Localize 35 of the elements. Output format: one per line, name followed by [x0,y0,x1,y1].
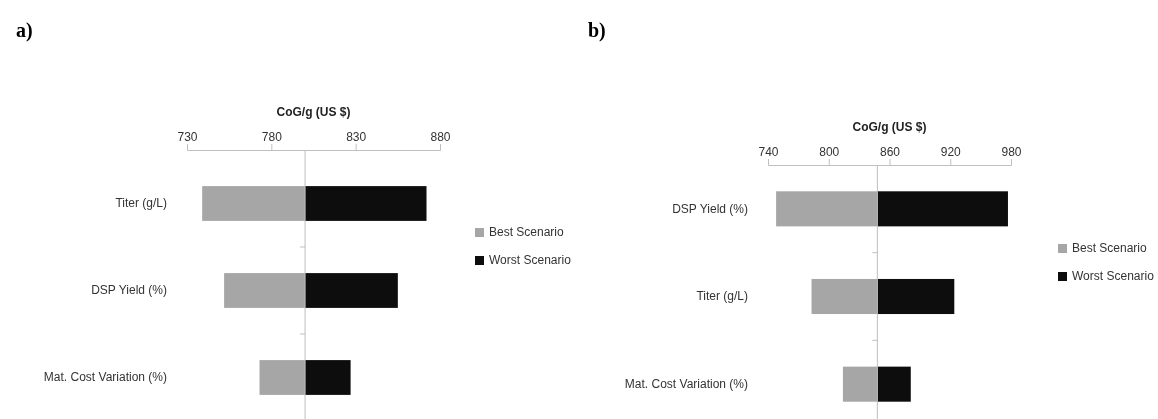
bar [202,186,306,221]
x-tick-label: 830 [346,130,367,144]
legend-label: Worst Scenario [1072,269,1155,283]
bar [305,186,427,221]
x-tick-label: 800 [819,145,840,159]
bar [842,366,878,402]
y-tick-label: Mat. Cost Variation (%) [624,377,748,392]
y-tick-label: Mat. Cost Variation (%) [43,370,167,385]
bar [259,360,306,395]
bar [877,191,1008,227]
bar [305,273,398,308]
y-tick-label: DSP Yield (%) [672,201,748,216]
x-axis-title: CoG/g (US $) [852,120,927,134]
x-tick-label: 880 [430,130,451,144]
bar [776,191,878,227]
bar [811,278,878,315]
y-tick-label: DSP Yield (%) [91,283,167,298]
x-tick-label: 730 [177,130,198,144]
text: b) [588,19,606,42]
bar [305,360,351,395]
x-tick-label: 920 [940,145,962,159]
x-tick-label: 860 [879,145,901,159]
x-axis-title: CoG/g (US $) [276,105,351,119]
y-tick-label: Titer (g/L) [696,289,748,304]
legend-label: Best Scenario [489,225,565,239]
bar [877,278,955,315]
legend-label: Best Scenario [1072,241,1148,255]
y-tick-label: Titer (g/L) [115,196,167,211]
x-tick-label: 740 [758,145,779,159]
text: a) [16,19,33,42]
x-tick-label: 780 [261,130,283,144]
x-tick-label: 980 [1001,145,1022,159]
bar [224,273,306,308]
legend-label: Worst Scenario [489,253,572,267]
bar [877,366,911,402]
